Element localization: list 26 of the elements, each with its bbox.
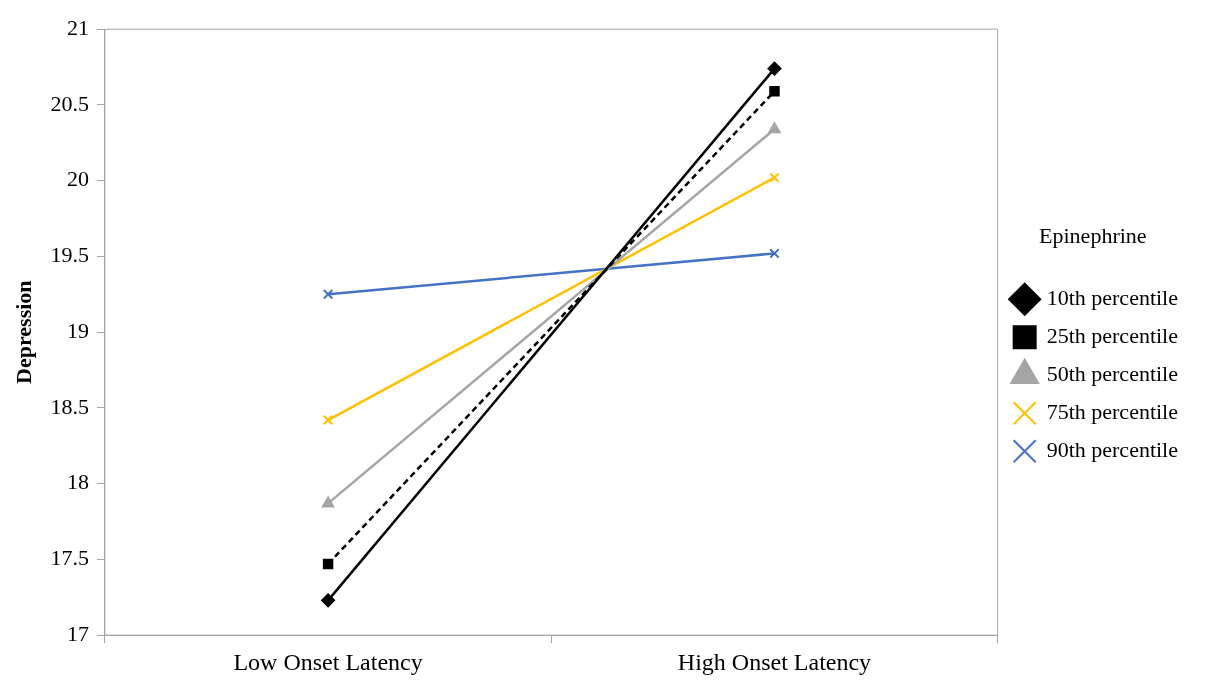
point [321,593,336,608]
legend-label: 75th percentile [1046,398,1179,424]
y-tick-label: 17 [66,620,89,646]
point [769,248,780,259]
y-axis-title: Depression [10,280,36,384]
y-tick-label: 17.5 [50,545,89,571]
point [322,414,334,426]
y-tick-label: 20 [66,166,89,192]
y-tick-label: 18.5 [50,393,89,419]
legend-label: 25th percentile [1046,322,1179,348]
point [322,558,334,570]
point [767,61,782,76]
legend-label: 50th percentile [1046,360,1179,386]
x-tick-label: Low Onset Latency [233,648,423,675]
y-tick-label: 21 [66,14,89,40]
point [769,172,780,183]
legend-title: Epinephrine [1039,222,1147,248]
y-tick-label: 19.5 [50,242,89,268]
point [769,86,780,97]
y-tick-label: 18 [66,469,89,495]
y-tick-label: 20.5 [50,90,89,116]
point [322,289,334,300]
legend-label: 90th percentile [1046,436,1179,462]
x-tick-label: High Onset Latency [677,648,872,675]
y-tick-label: 19 [66,317,89,343]
legend-label: 10th percentile [1046,284,1179,310]
